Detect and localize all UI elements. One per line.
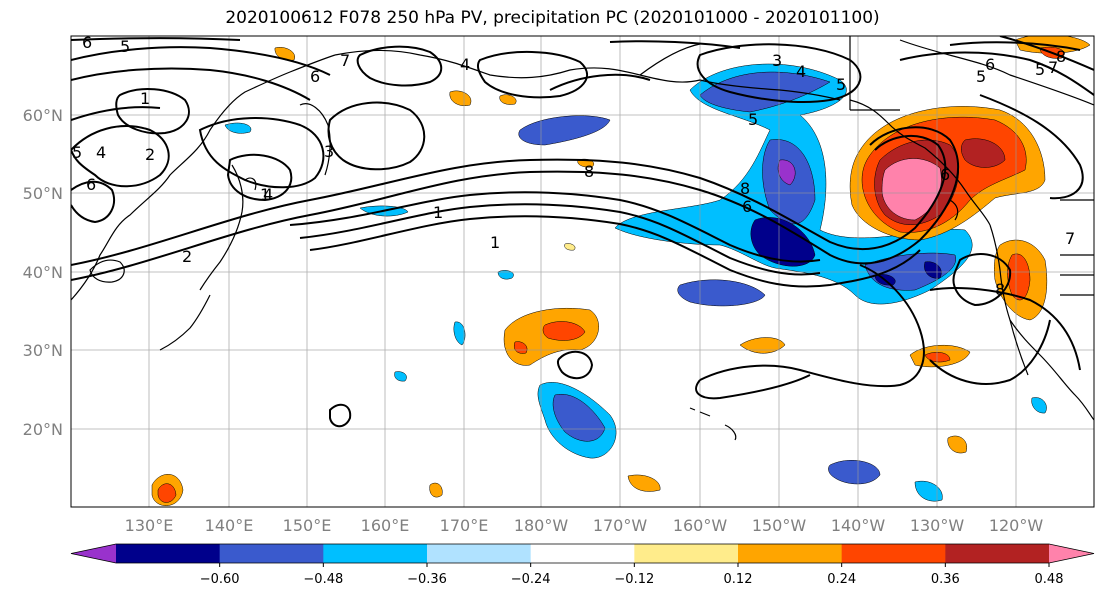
contour-label: 4 <box>263 185 273 204</box>
colorbar-segment <box>945 544 1050 563</box>
lon-label: 150°W <box>752 516 807 535</box>
contour-label: 6 <box>86 175 96 194</box>
map-title: 2020100612 F078 250 hPa PV, precipitatio… <box>225 8 880 28</box>
lon-label: 160°E <box>361 516 410 535</box>
graticule <box>71 36 1094 507</box>
colorbar-tick-label: 0.48 <box>1035 572 1064 587</box>
contour-label: 5 <box>836 75 846 94</box>
contour-label: 3 <box>324 142 334 161</box>
colorbar-tick-label: −0.24 <box>511 572 551 587</box>
longitude-labels: 130°E 140°E 150°E 160°E 170°E 180°W 170°… <box>125 516 1044 535</box>
colorbar-tick-label: 0.36 <box>931 572 960 587</box>
lat-label: 60°N <box>23 106 63 125</box>
contour-label: 5 <box>120 37 130 56</box>
colorbar-extend-high <box>1049 544 1094 563</box>
colorbar-outline <box>70 543 1095 564</box>
contour-label: 7 <box>340 51 350 70</box>
contour-label: 4 <box>96 143 106 162</box>
contour-label: 6 <box>82 33 92 52</box>
contour-label: 7 <box>1065 229 1075 248</box>
lon-label: 180°W <box>514 516 569 535</box>
contour-label: 8 <box>995 280 1005 299</box>
colorbar-segment <box>323 544 428 563</box>
map-frame <box>70 35 1095 508</box>
contour-label: 6 <box>742 197 752 216</box>
lon-label: 140°E <box>205 516 254 535</box>
colorbar-tick-label: 0.24 <box>827 572 856 587</box>
colorbar-tick-label: −0.12 <box>614 572 654 587</box>
contour-label: 1 <box>260 185 270 204</box>
lon-label: 160°W <box>673 516 728 535</box>
contour-label: 6 <box>310 67 320 86</box>
lon-label: 130°W <box>910 516 965 535</box>
contour-label: 5 <box>748 110 758 129</box>
coastlines <box>71 36 1094 441</box>
contour-label: 6 <box>940 165 950 184</box>
map-body: 5 6 7 4 1 2 3 4 6 8 1 2 1 8 6 5 3 4 5 5 … <box>71 33 1094 507</box>
contour-label: 5 <box>1035 60 1045 79</box>
colorbar-tick-label: −0.48 <box>303 572 343 587</box>
contour-label: 5 <box>976 67 986 86</box>
contour-labels: 5 6 7 4 1 2 3 4 6 8 1 2 1 8 6 5 3 4 5 5 … <box>72 33 1075 299</box>
contour-label: 8 <box>584 162 594 181</box>
colorbar: −0.60 −0.48 −0.36 −0.24 −0.12 0.12 0.24 0.36 0.4… <box>70 543 1095 587</box>
lon-label: 150°E <box>283 516 332 535</box>
colorbar-segment <box>841 544 946 563</box>
contour-label: 5 <box>72 143 82 162</box>
colorbar-segment <box>116 544 221 563</box>
lat-label: 20°N <box>23 420 63 439</box>
contour-label: 2 <box>145 145 155 164</box>
lon-label: 170°E <box>440 516 489 535</box>
lat-label: 40°N <box>23 263 63 282</box>
contour-label: 4 <box>460 55 470 74</box>
contour-label: 3 <box>772 51 782 70</box>
latitude-labels: 60°N 50°N 40°N 30°N 20°N <box>23 106 63 439</box>
contour-label: 8 <box>1056 47 1066 66</box>
lon-label: 120°W <box>989 516 1044 535</box>
lon-label: 130°E <box>125 516 174 535</box>
colorbar-segment <box>427 544 532 563</box>
colorbar-tick-label: 0.12 <box>724 572 753 587</box>
contour-label: 4 <box>796 62 806 81</box>
colorbar-extend-low <box>71 544 116 563</box>
colorbar-segment <box>530 544 635 563</box>
contour-label: 1 <box>433 203 443 222</box>
contour-label: 1 <box>490 233 500 252</box>
contour-label: 2 <box>182 247 192 266</box>
colorbar-tick-label: −0.60 <box>200 572 240 587</box>
lat-label: 30°N <box>23 341 63 360</box>
lon-label: 170°W <box>593 516 648 535</box>
colorbar-segment <box>219 544 324 563</box>
contour-label: 7 <box>1048 58 1058 77</box>
pv-contours <box>71 36 1094 428</box>
contour-label: 8 <box>740 179 750 198</box>
colorbar-segment <box>634 544 739 563</box>
colorbar-segment <box>738 544 843 563</box>
contour-label: 1 <box>140 89 150 108</box>
lat-label: 50°N <box>23 184 63 203</box>
colorbar-tick-label: −0.36 <box>407 572 447 587</box>
lon-label: 140°W <box>831 516 886 535</box>
contour-label: 6 <box>985 55 995 74</box>
